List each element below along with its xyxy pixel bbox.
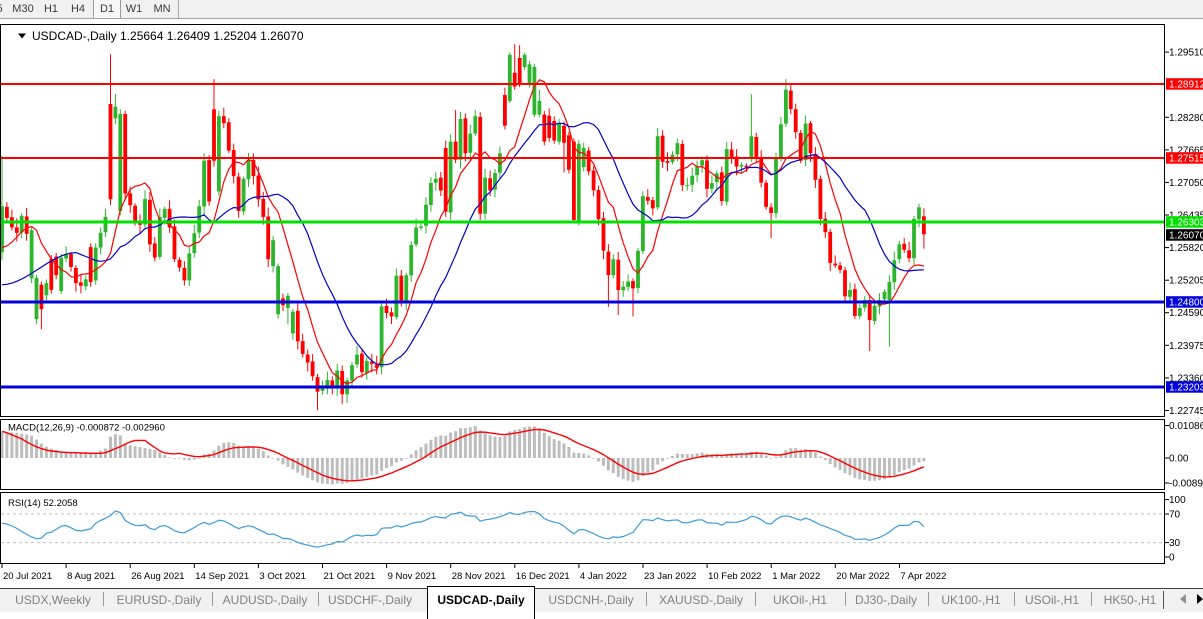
svg-text:0.00: 0.00 (1169, 454, 1189, 465)
svg-text:21 Oct 2021: 21 Oct 2021 (324, 571, 376, 582)
svg-text:1.27050: 1.27050 (1169, 178, 1203, 189)
svg-text:16 Dec 2021: 16 Dec 2021 (516, 571, 570, 582)
svg-text:1.25205: 1.25205 (1169, 276, 1203, 287)
svg-text:1.25820: 1.25820 (1169, 243, 1203, 254)
svg-text:100: 100 (1169, 495, 1186, 506)
svg-text:1.24800: 1.24800 (1169, 298, 1203, 309)
svg-text:1.27665: 1.27665 (1169, 145, 1203, 156)
svg-text:4 Jan 2022: 4 Jan 2022 (580, 571, 627, 582)
svg-text:MACD(12,26,9) -0.000872 -0.002: MACD(12,26,9) -0.000872 -0.002960 (8, 423, 165, 434)
svg-text:0: 0 (1169, 553, 1175, 564)
svg-text:20 Jul 2021: 20 Jul 2021 (3, 571, 52, 582)
svg-text:3 Oct 2021: 3 Oct 2021 (259, 571, 305, 582)
svg-text:9 Nov 2021: 9 Nov 2021 (388, 571, 437, 582)
svg-text:10 Feb 2022: 10 Feb 2022 (708, 571, 761, 582)
svg-text:1.27515: 1.27515 (1169, 154, 1203, 165)
svg-text:28 Nov 2021: 28 Nov 2021 (452, 571, 506, 582)
svg-text:20 Mar 2022: 20 Mar 2022 (836, 571, 889, 582)
svg-text:1.26303: 1.26303 (1169, 218, 1203, 229)
svg-text:1.26070: 1.26070 (1169, 231, 1203, 242)
svg-text:26 Aug 2021: 26 Aug 2021 (131, 571, 184, 582)
svg-text:USDCAD-,Daily 1.25664 1.26409: USDCAD-,Daily 1.25664 1.26409 1.25204 1.… (32, 29, 304, 43)
svg-text:RSI(14) 52.2058: RSI(14) 52.2058 (8, 498, 78, 509)
svg-text:8 Aug 2021: 8 Aug 2021 (67, 571, 115, 582)
svg-text:1.23360: 1.23360 (1169, 373, 1203, 384)
svg-text:7 Apr 2022: 7 Apr 2022 (900, 571, 946, 582)
svg-text:1.28280: 1.28280 (1169, 113, 1203, 124)
svg-text:30: 30 (1169, 538, 1181, 549)
svg-text:1.29510: 1.29510 (1169, 48, 1203, 59)
svg-text:-0.00897: -0.00897 (1169, 479, 1203, 490)
svg-text:1.28912: 1.28912 (1169, 80, 1203, 91)
svg-text:23 Jan 2022: 23 Jan 2022 (644, 571, 696, 582)
svg-text:1.23975: 1.23975 (1169, 341, 1203, 352)
svg-text:1.24590: 1.24590 (1169, 308, 1203, 319)
svg-text:1.26435: 1.26435 (1169, 211, 1203, 222)
svg-text:70: 70 (1169, 510, 1181, 521)
svg-text:14 Sep 2021: 14 Sep 2021 (195, 571, 249, 582)
svg-text:1.22745: 1.22745 (1169, 406, 1203, 417)
svg-text:1.23203: 1.23203 (1169, 383, 1203, 394)
svg-text:0.010869: 0.010869 (1169, 421, 1203, 432)
svg-text:1 Mar 2022: 1 Mar 2022 (772, 571, 820, 582)
